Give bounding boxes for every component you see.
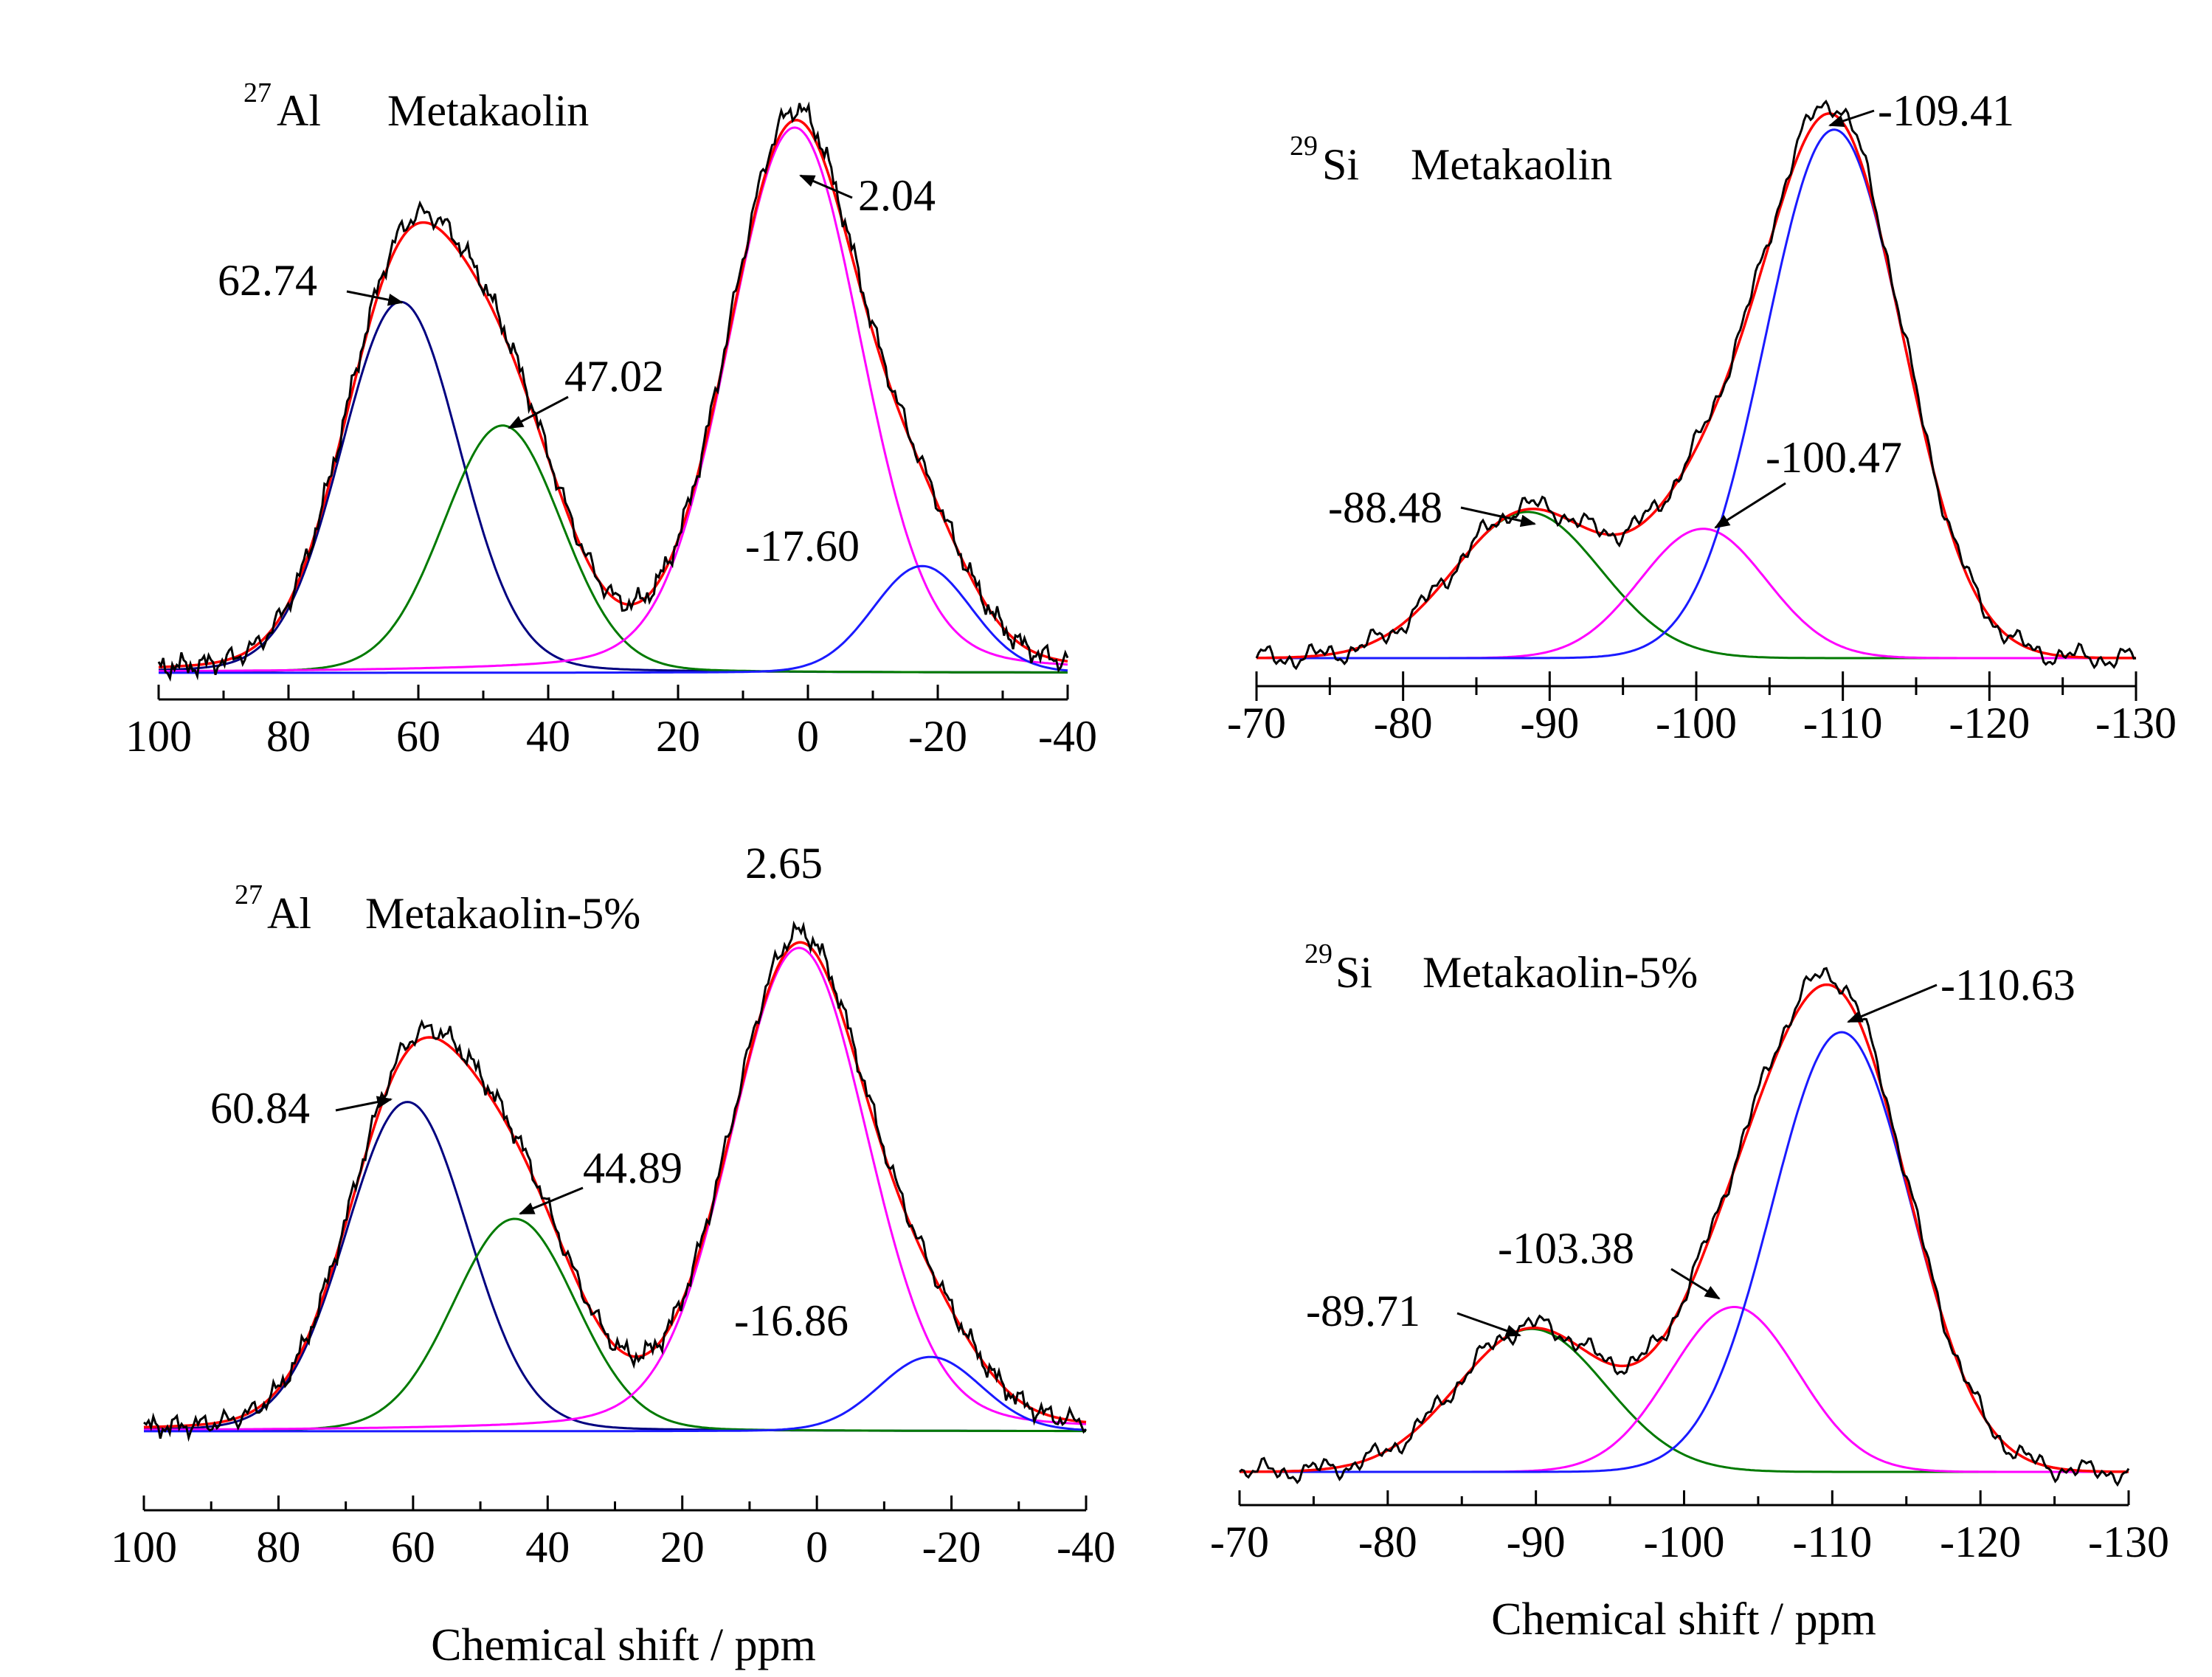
x-tick-label: -90 bbox=[1507, 1518, 1566, 1566]
peak-label-minus-110-63: -110.63 bbox=[1940, 961, 2076, 1009]
x-tick-label: -70 bbox=[1227, 699, 1286, 747]
peak-label-minus-88-48: -88.48 bbox=[1328, 483, 1442, 532]
x-tick-label: -20 bbox=[908, 712, 967, 761]
x-tick-label: -130 bbox=[2088, 1518, 2169, 1566]
component-2-curve bbox=[159, 424, 1068, 674]
component-3-curve bbox=[159, 126, 1068, 673]
x-tick-label: -80 bbox=[1358, 1518, 1417, 1566]
panel-title-sample: Metakaolin-5% bbox=[1423, 948, 1698, 997]
peak-arrow-minus-88-48 bbox=[1460, 506, 1537, 528]
panel-title-sample: Metakaolin bbox=[1411, 140, 1612, 189]
x-tick-label: 100 bbox=[125, 712, 192, 761]
experimental-curve bbox=[1255, 99, 2137, 671]
panel-title-mass: 29 bbox=[1290, 131, 1318, 162]
x-tick-label: 100 bbox=[111, 1523, 177, 1571]
peak-arrow-minus-89-71 bbox=[1456, 1312, 1521, 1337]
panel-si-metakaolin-5: -70 -80 -90 -100 -110 -120 -130 29 Si Metakaol… bbox=[1210, 938, 2169, 1566]
component-3-curve bbox=[1257, 128, 2137, 660]
peak-arrow-minus-110-63 bbox=[1847, 983, 1938, 1023]
peak-label-60-84: 60.84 bbox=[210, 1084, 310, 1133]
x-tick-label: -110 bbox=[1792, 1518, 1872, 1566]
x-tick-label: 20 bbox=[660, 1523, 705, 1571]
peak-label-minus-100-47: -100.47 bbox=[1766, 433, 1902, 482]
x-tick-label: -120 bbox=[1949, 699, 2030, 747]
x-tick-label: -100 bbox=[1656, 699, 1737, 747]
experimental-curve bbox=[157, 101, 1069, 682]
x-tick-label: 60 bbox=[391, 1523, 435, 1571]
x-tick-label: 40 bbox=[525, 1523, 570, 1571]
panel-al-metakaolin-5: 100 80 60 40 20 0 -20 -40 27 Al Metakaolin-5% 6… bbox=[111, 839, 1116, 1571]
component-3-curve bbox=[1240, 1031, 2129, 1473]
x-tick-label: -20 bbox=[922, 1523, 981, 1571]
peak-arrow-44-89 bbox=[519, 1186, 584, 1215]
panel-title-symbol: Si bbox=[1322, 140, 1359, 189]
peak-label-minus-103-38: -103.38 bbox=[1498, 1224, 1634, 1273]
peak-label-minus-109-41: -109.41 bbox=[1878, 86, 2014, 135]
panel-title-mass: 29 bbox=[1304, 938, 1333, 969]
peak-arrow-minus-109-41 bbox=[1828, 109, 1875, 127]
panel-title-sample: Metakaolin bbox=[387, 86, 589, 135]
x-tick-label: 0 bbox=[806, 1523, 828, 1571]
peak-label-2-65: 2.65 bbox=[745, 839, 823, 888]
x-tick-label: -40 bbox=[1038, 712, 1097, 761]
peak-label-44-89: 44.89 bbox=[583, 1144, 682, 1192]
x-tick-label: -90 bbox=[1520, 699, 1579, 747]
component-4-curve bbox=[159, 564, 1068, 674]
peak-arrow-62-74 bbox=[346, 290, 404, 306]
peak-arrow-47-02 bbox=[508, 395, 569, 429]
panel-title-symbol: Al bbox=[267, 889, 311, 938]
x-axis-title-left: Chemical shift / ppm bbox=[431, 1620, 816, 1670]
fitted-sum-curve bbox=[1257, 112, 2137, 660]
x-tick-label: 60 bbox=[396, 712, 440, 761]
peak-label-2-04: 2.04 bbox=[858, 171, 936, 220]
component-3-curve bbox=[144, 947, 1087, 1431]
x-tick-label: -130 bbox=[2095, 699, 2177, 747]
peak-label-minus-17-60: -17.60 bbox=[745, 522, 860, 570]
x-tick-label: 0 bbox=[797, 712, 819, 761]
panel-si-metakaolin: -70 -80 -90 -100 -110 -120 -130 29 Si Metakaol… bbox=[1227, 86, 2177, 747]
x-tick-label: 40 bbox=[526, 712, 570, 761]
x-tick-label: 80 bbox=[266, 712, 311, 761]
component-2-curve bbox=[144, 1217, 1086, 1433]
x-tick-label: 80 bbox=[256, 1523, 300, 1571]
x-tick-label: -70 bbox=[1210, 1518, 1269, 1566]
peak-arrow-2-04 bbox=[799, 174, 853, 199]
x-axis-title-right: Chemical shift / ppm bbox=[1491, 1594, 1876, 1645]
peak-arrow-minus-103-38 bbox=[1670, 1268, 1721, 1300]
x-tick-label: -120 bbox=[1940, 1518, 2021, 1566]
panel-title-mass: 27 bbox=[235, 879, 263, 910]
peak-label-62-74: 62.74 bbox=[218, 256, 317, 305]
panel-al-metakaolin: 100 80 60 40 20 0 -20 -40 27 Al Metakaolin 62.7… bbox=[125, 77, 1097, 761]
panel-title-mass: 27 bbox=[243, 77, 272, 108]
experimental-curve bbox=[143, 920, 1088, 1442]
x-tick-label: -100 bbox=[1644, 1518, 1725, 1566]
peak-arrow-minus-100-47 bbox=[1714, 482, 1786, 529]
panel-title-symbol: Si bbox=[1335, 948, 1372, 997]
panel-title-symbol: Al bbox=[277, 86, 321, 135]
peak-label-minus-89-71: -89.71 bbox=[1306, 1287, 1420, 1335]
panel-title-sample: Metakaolin-5% bbox=[365, 889, 640, 938]
x-tick-label: -40 bbox=[1057, 1523, 1116, 1571]
x-tick-label: 20 bbox=[656, 712, 700, 761]
peak-label-47-02: 47.02 bbox=[564, 352, 664, 401]
peak-label-minus-16-86: -16.86 bbox=[734, 1296, 848, 1345]
x-tick-label: -80 bbox=[1374, 699, 1433, 747]
component-4-curve bbox=[144, 1355, 1087, 1433]
x-tick-label: -110 bbox=[1803, 699, 1883, 747]
experimental-curve bbox=[1238, 967, 2130, 1487]
peak-arrow-60-84 bbox=[335, 1096, 393, 1112]
fitted-sum-curve bbox=[1240, 983, 2129, 1473]
